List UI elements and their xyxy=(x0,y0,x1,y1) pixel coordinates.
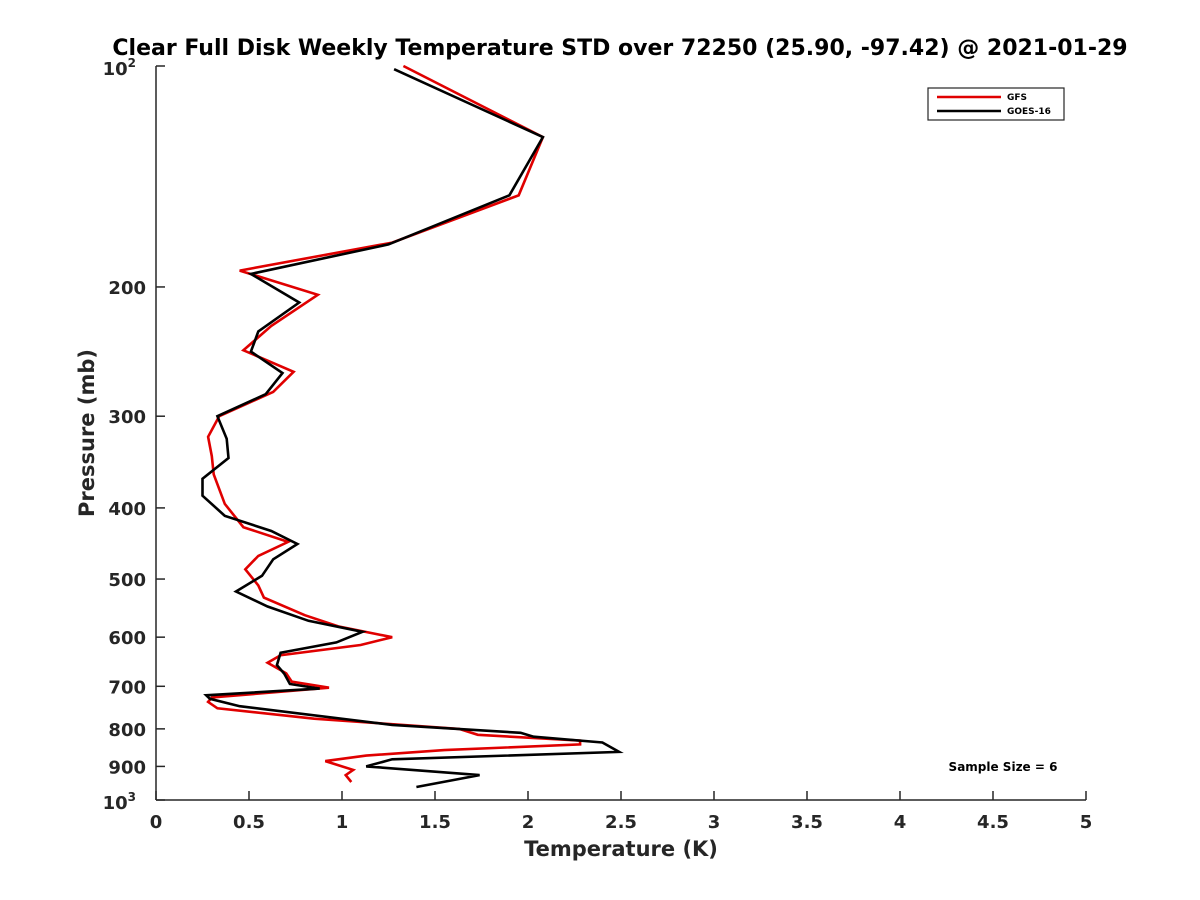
x-tick-label: 1.5 xyxy=(419,812,451,833)
y-tick-label: 102 xyxy=(103,56,136,80)
plot-area xyxy=(201,64,624,789)
legend-label-goes16: GOES-16 xyxy=(1007,107,1051,117)
y-axis-label: Pressure (mb) xyxy=(75,349,99,517)
x-tick-label: 0.5 xyxy=(233,812,265,833)
y-tick-label: 800 xyxy=(108,720,146,741)
y-tick-label: 103 xyxy=(103,790,136,814)
x-tick-label: 1 xyxy=(336,812,349,833)
y-tick-label: 600 xyxy=(108,628,146,649)
y-tick-label: 400 xyxy=(108,499,146,520)
legend: GFS GOES-16 xyxy=(927,87,1065,121)
y-ticks: 102 200 300 400 500 600 700 800 900 103 xyxy=(103,56,165,814)
y-tick-label: 700 xyxy=(108,677,146,698)
chart-title: Clear Full Disk Weekly Temperature STD o… xyxy=(112,36,1127,61)
x-axis-label: Temperature (K) xyxy=(524,837,718,861)
y-tick-label: 200 xyxy=(108,278,146,299)
x-tick-label: 4.5 xyxy=(977,812,1009,833)
x-tick-label: 2.5 xyxy=(605,812,637,833)
x-tick-label: 5 xyxy=(1080,812,1093,833)
x-tick-label: 3.5 xyxy=(791,812,823,833)
x-tick-label: 3 xyxy=(708,812,721,833)
x-tick-label: 4 xyxy=(894,812,907,833)
x-ticks: 0 0.5 1 1.5 2 2.5 3 3.5 4 4.5 5 xyxy=(150,791,1093,833)
y-tick-label: 900 xyxy=(108,757,146,778)
series-line-goes16 xyxy=(201,68,624,789)
x-tick-label: 0 xyxy=(150,812,163,833)
sample-size-annotation: Sample Size = 6 xyxy=(949,760,1058,774)
legend-box xyxy=(927,87,1065,121)
y-tick-label: 500 xyxy=(108,570,146,591)
x-tick-label: 2 xyxy=(522,812,535,833)
legend-label-gfs: GFS xyxy=(1007,93,1027,103)
y-tick-label: 300 xyxy=(108,407,146,428)
